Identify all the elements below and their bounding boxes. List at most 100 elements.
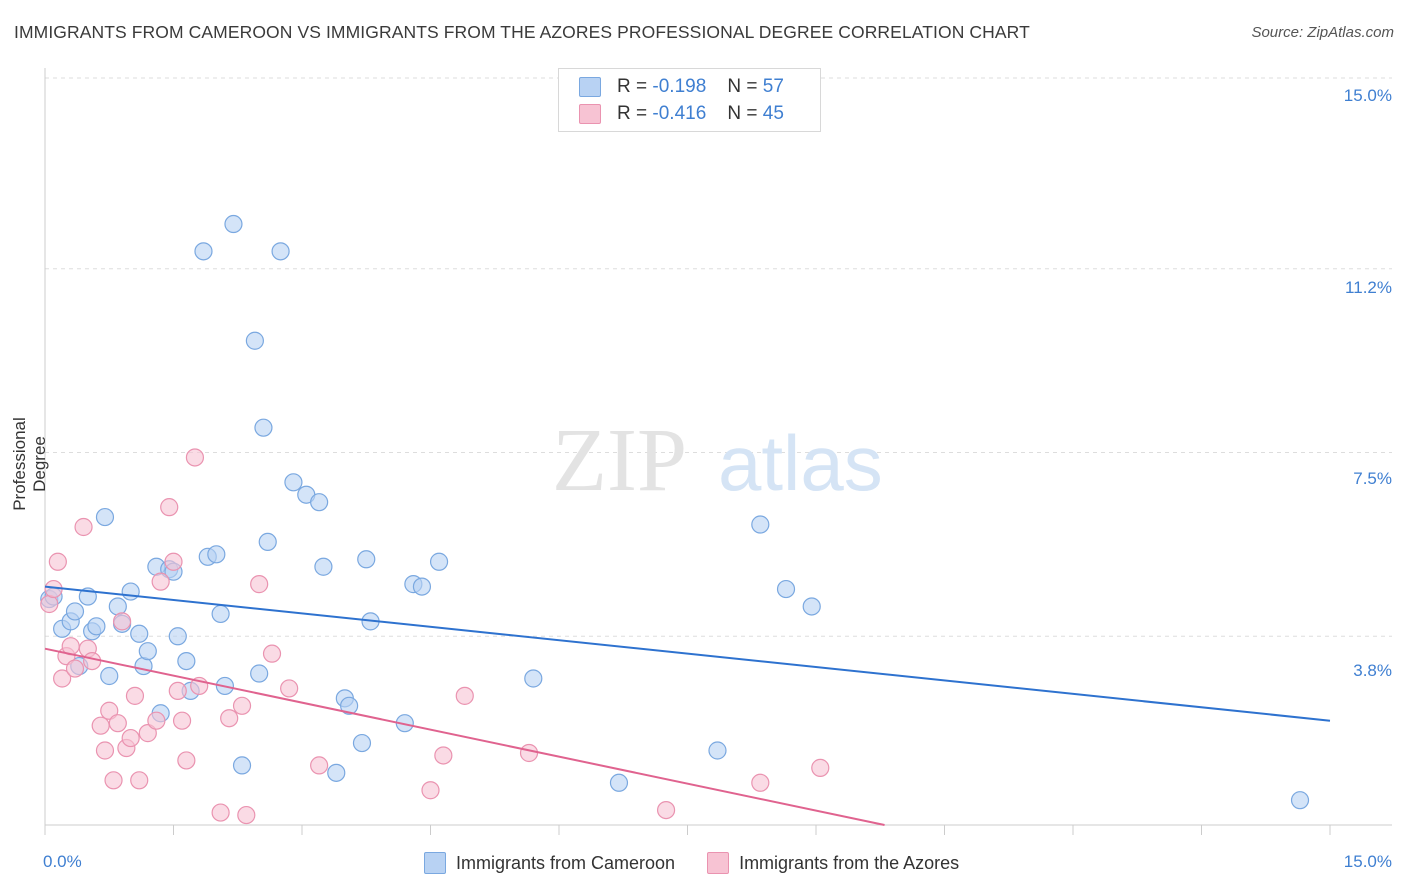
- data-point: [314, 557, 333, 576]
- r-value: -0.416: [652, 103, 707, 124]
- data-point: [83, 651, 102, 671]
- data-point: [211, 803, 230, 822]
- data-point: [751, 773, 770, 792]
- data-point: [434, 746, 453, 765]
- data-point: [207, 545, 226, 564]
- r-label: R =: [617, 103, 648, 124]
- data-point: [87, 617, 106, 636]
- legend-swatch-cameroon: [424, 852, 446, 874]
- data-point: [455, 686, 474, 705]
- legend-label-azores: Immigrants from the Azores: [739, 852, 960, 873]
- watermark: ZIP atlas: [552, 411, 883, 510]
- data-point: [74, 517, 93, 537]
- data-point: [310, 493, 329, 512]
- axes: [44, 68, 1392, 835]
- data-point: [194, 242, 213, 261]
- data-point: [65, 659, 85, 678]
- data-point: [108, 714, 127, 733]
- data-point: [112, 612, 132, 631]
- n-value: 57: [762, 76, 784, 97]
- data-point: [168, 627, 187, 646]
- chart-title: IMMIGRANTS FROM CAMEROON VS IMMIGRANTS F…: [14, 22, 1030, 42]
- data-point: [147, 711, 166, 730]
- legend-swatch-azores: [707, 852, 730, 874]
- series-legend: Immigrants from Cameroon Immigrants from…: [424, 852, 991, 874]
- stats-row-cameroon: R = -0.198 N = 57: [579, 74, 784, 100]
- data-point: [519, 743, 539, 763]
- data-point: [262, 644, 282, 663]
- y-tick-label: 15.0%: [1343, 86, 1392, 105]
- data-point: [357, 550, 376, 569]
- data-point: [48, 552, 67, 571]
- grid-lines: [45, 77, 1392, 637]
- data-point: [177, 751, 196, 770]
- n-label: N =: [727, 76, 758, 97]
- data-point: [352, 733, 372, 753]
- swatch-cameroon: [579, 77, 601, 97]
- data-point: [776, 579, 796, 599]
- data-point: [524, 669, 543, 688]
- data-point: [421, 781, 440, 800]
- data-point: [130, 771, 149, 790]
- data-point: [177, 651, 196, 671]
- data-point: [130, 624, 149, 643]
- data-point: [40, 594, 59, 614]
- data-point: [100, 701, 119, 720]
- data-point: [134, 656, 153, 676]
- data-point: [121, 582, 140, 601]
- data-point: [125, 686, 145, 705]
- data-point: [95, 741, 115, 760]
- watermark-atlas: atlas: [718, 419, 883, 507]
- legend-item-cameroon[interactable]: Immigrants from Cameroon: [424, 852, 675, 874]
- data-point: [811, 758, 830, 777]
- data-point: [138, 642, 157, 661]
- n-value: 45: [762, 103, 784, 124]
- data-point: [108, 597, 127, 616]
- data-point: [185, 448, 205, 467]
- data-point: [340, 696, 359, 715]
- data-point: [211, 604, 230, 624]
- source-label: Source: ZipAtlas.com: [1251, 24, 1394, 41]
- data-point: [232, 696, 252, 715]
- legend-label-cameroon: Immigrants from Cameroon: [456, 852, 676, 873]
- x-tick-label-left: 0.0%: [43, 852, 82, 871]
- swatch-azores: [579, 104, 601, 124]
- data-point: [172, 711, 192, 730]
- data-point: [232, 756, 252, 775]
- series-azores-points: [40, 448, 830, 825]
- data-point: [245, 331, 264, 350]
- y-axis-label: Professional Degree: [10, 417, 49, 511]
- data-point: [250, 575, 269, 594]
- stats-legend: R = -0.198 N = 57 R = -0.416 N = 45: [558, 68, 821, 132]
- data-point: [160, 498, 179, 517]
- data-point: [65, 602, 85, 621]
- data-point: [284, 473, 303, 492]
- y-tick-label: 3.8%: [1353, 661, 1392, 680]
- y-tick-label: 11.2%: [1345, 278, 1392, 297]
- x-tick-label-right: 15.0%: [1343, 852, 1392, 871]
- legend-item-azores[interactable]: Immigrants from the Azores: [707, 852, 959, 874]
- data-point: [802, 597, 821, 616]
- trend-line-cameroon: [44, 585, 1331, 722]
- data-point: [609, 773, 629, 792]
- data-point: [250, 664, 269, 683]
- data-point: [310, 756, 329, 775]
- data-point: [237, 805, 256, 825]
- data-point: [168, 681, 187, 701]
- watermark-zip: ZIP: [552, 411, 687, 510]
- data-point: [164, 552, 183, 571]
- r-label: R =: [617, 76, 648, 97]
- data-point: [327, 763, 346, 782]
- data-point: [95, 507, 115, 527]
- data-point: [751, 515, 770, 534]
- data-point: [121, 728, 140, 748]
- data-point: [91, 716, 110, 735]
- data-point: [412, 577, 432, 596]
- data-point: [429, 552, 449, 571]
- data-point: [1290, 791, 1310, 810]
- data-point: [224, 214, 243, 234]
- y-tick-label: 7.5%: [1353, 469, 1392, 488]
- data-point: [280, 679, 299, 698]
- data-point: [258, 532, 277, 552]
